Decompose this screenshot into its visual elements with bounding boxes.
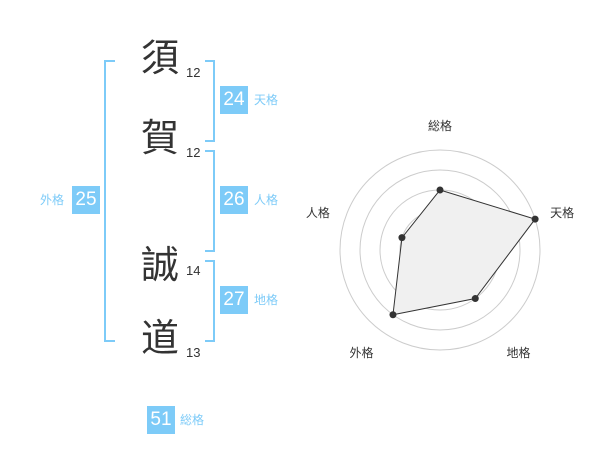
radar-axis-label: 人格	[306, 205, 330, 220]
radar-point	[398, 234, 406, 242]
strokes-3: 14	[186, 263, 201, 278]
tenkaku-value: 24	[220, 86, 248, 114]
chikaku-value: 27	[220, 286, 248, 314]
radar-ring	[339, 149, 541, 351]
tenkaku-label: 天格	[254, 93, 279, 107]
chikaku-bracket	[205, 260, 215, 342]
gaikaku-bracket	[104, 60, 115, 342]
gaikaku-value: 25	[72, 186, 100, 214]
radar-axis-label: 天格	[550, 205, 574, 220]
jinkaku-value: 26	[220, 186, 248, 214]
jinkaku-bracket	[205, 150, 215, 252]
radar-axis-label: 外格	[349, 345, 373, 360]
jinkaku-label: 人格	[254, 193, 279, 207]
radar-point	[471, 295, 479, 303]
gaikaku-label: 外格	[40, 193, 65, 207]
soukaku-label: 総格	[180, 413, 205, 427]
tenkaku-bracket	[205, 60, 215, 142]
char-4: 道	[141, 316, 180, 360]
chikaku-label: 地格	[254, 293, 279, 307]
radar-axis-label: 総格	[428, 118, 452, 133]
strokes-2: 12	[186, 145, 201, 160]
strokes-1: 12	[186, 65, 201, 80]
radar-polygon	[392, 189, 536, 316]
radar-ring	[359, 169, 521, 331]
radar-point	[531, 215, 539, 223]
soukaku-value: 51	[147, 406, 175, 434]
char-1: 須	[141, 36, 180, 80]
radar-point	[436, 186, 444, 194]
char-2: 賀	[141, 116, 180, 160]
radar-point	[389, 311, 397, 319]
char-3: 誠	[141, 243, 180, 287]
radar-axis-label: 地格	[507, 345, 531, 360]
strokes-4: 13	[186, 345, 201, 360]
